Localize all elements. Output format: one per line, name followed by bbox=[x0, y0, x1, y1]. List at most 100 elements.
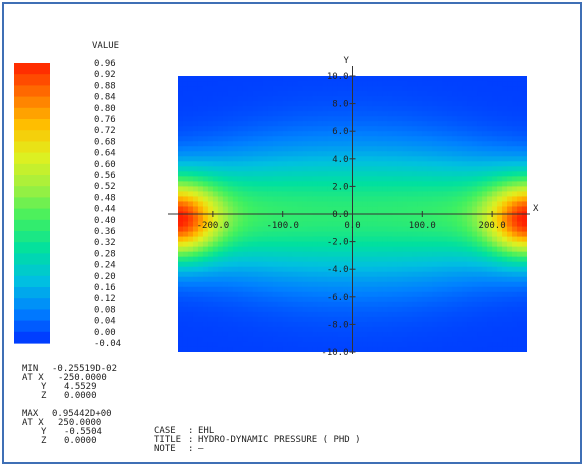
legend-tick-label: 0.00 bbox=[94, 328, 116, 338]
heatmap-cell bbox=[472, 261, 478, 268]
heatmap-cell bbox=[417, 236, 423, 243]
heatmap-cell bbox=[502, 261, 508, 268]
heatmap-cell bbox=[427, 106, 433, 112]
heatmap-cell bbox=[232, 166, 239, 172]
heatmap-cell bbox=[462, 101, 468, 107]
heatmap-cell bbox=[182, 136, 189, 142]
heatmap-cell bbox=[487, 121, 493, 127]
heatmap-cell bbox=[332, 241, 339, 248]
heatmap-cell bbox=[247, 236, 254, 243]
heatmap-cell bbox=[192, 256, 199, 263]
heatmap-cell bbox=[182, 256, 189, 263]
heatmap-cell bbox=[502, 76, 508, 82]
heatmap-cell bbox=[402, 281, 408, 288]
heatmap-cell bbox=[372, 191, 379, 198]
heatmap-cell bbox=[507, 156, 513, 162]
heatmap-cell bbox=[212, 201, 219, 208]
heatmap-cell bbox=[337, 261, 344, 268]
heatmap-cell bbox=[222, 111, 229, 117]
heatmap-cell bbox=[352, 231, 359, 238]
heatmap-cell bbox=[212, 116, 219, 122]
heatmap-cell bbox=[332, 191, 339, 198]
heatmap-cell bbox=[257, 291, 264, 298]
heatmap-cell bbox=[422, 171, 428, 177]
heatmap-cell bbox=[447, 131, 453, 137]
heatmap-cell bbox=[422, 86, 428, 92]
heatmap-cell bbox=[267, 151, 274, 157]
heatmap-cell bbox=[487, 261, 493, 268]
heatmap-cell bbox=[407, 266, 413, 273]
heatmap-cell bbox=[517, 296, 523, 303]
heatmap-cell bbox=[417, 326, 423, 333]
heatmap-cell bbox=[402, 336, 408, 343]
heatmap-cell bbox=[327, 246, 334, 253]
heatmap-cell bbox=[347, 316, 354, 323]
heatmap-cell bbox=[242, 256, 249, 263]
heatmap-cell bbox=[512, 326, 518, 333]
heatmap-cell bbox=[347, 346, 354, 352]
heatmap-cell bbox=[392, 96, 398, 102]
heatmap-cell bbox=[292, 306, 299, 313]
heatmap-cell bbox=[237, 96, 244, 102]
heatmap-cell bbox=[437, 296, 443, 303]
heatmap-cell bbox=[397, 321, 403, 328]
heatmap-cell bbox=[522, 296, 527, 303]
heatmap-cell bbox=[472, 281, 478, 288]
heatmap-cell bbox=[497, 106, 503, 112]
heatmap-cell bbox=[477, 336, 483, 343]
heatmap-cell bbox=[437, 241, 443, 248]
heatmap-cell bbox=[237, 246, 244, 253]
heatmap-cell bbox=[422, 166, 428, 172]
heatmap-cell bbox=[287, 101, 294, 107]
heatmap-cell bbox=[352, 186, 359, 193]
heatmap-cell bbox=[227, 321, 234, 328]
heatmap-cell bbox=[377, 341, 384, 348]
heatmap-cell bbox=[217, 91, 224, 97]
heatmap-cell bbox=[372, 201, 379, 208]
heatmap-cell bbox=[462, 76, 468, 82]
heatmap-cell bbox=[517, 166, 523, 172]
heatmap-cell bbox=[252, 326, 259, 333]
heatmap-cell bbox=[252, 346, 259, 352]
heatmap-cell bbox=[497, 81, 503, 87]
heatmap-cell bbox=[392, 301, 398, 308]
heatmap-cell bbox=[267, 81, 274, 87]
heatmap-cell bbox=[357, 186, 364, 193]
heatmap-cell bbox=[467, 281, 473, 288]
heatmap-cell bbox=[502, 101, 508, 107]
heatmap-cell bbox=[512, 226, 518, 233]
heatmap-cell bbox=[462, 131, 468, 137]
heatmap-cell bbox=[312, 116, 319, 122]
heatmap-cell bbox=[457, 81, 463, 87]
heatmap-cell bbox=[327, 241, 334, 248]
heatmap-cell bbox=[342, 86, 349, 92]
heatmap-cell bbox=[337, 76, 344, 82]
heatmap-cell bbox=[367, 271, 374, 278]
heatmap-cell bbox=[312, 91, 319, 97]
heatmap-cell bbox=[502, 331, 508, 338]
heatmap-cell bbox=[317, 301, 324, 308]
heatmap-cell bbox=[447, 321, 453, 328]
heatmap-cell bbox=[392, 161, 398, 167]
heatmap-cell bbox=[342, 181, 349, 187]
heatmap-cell bbox=[307, 271, 314, 278]
heatmap-cell bbox=[232, 101, 239, 107]
heatmap-cell bbox=[207, 146, 214, 152]
heatmap-cell bbox=[217, 96, 224, 102]
heatmap-cell bbox=[427, 196, 433, 203]
heatmap-cell bbox=[252, 316, 259, 323]
heatmap-cell bbox=[467, 326, 473, 333]
heatmap-cell bbox=[432, 116, 438, 122]
heatmap-cell bbox=[202, 251, 209, 258]
heatmap-cell bbox=[178, 291, 184, 298]
heatmap-cell bbox=[312, 196, 319, 203]
heatmap-cell bbox=[472, 76, 478, 82]
heatmap-cell bbox=[287, 201, 294, 208]
heatmap-cell bbox=[297, 161, 304, 167]
heatmap-cell bbox=[257, 96, 264, 102]
heatmap-cell bbox=[412, 266, 418, 273]
heatmap-cell bbox=[178, 186, 184, 193]
heatmap-cell bbox=[242, 321, 249, 328]
heatmap-cell bbox=[392, 336, 398, 343]
heatmap-cell bbox=[232, 271, 239, 278]
